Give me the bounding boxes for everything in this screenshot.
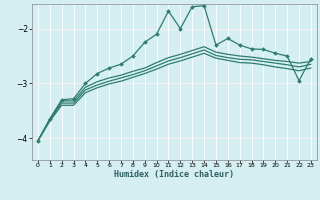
X-axis label: Humidex (Indice chaleur): Humidex (Indice chaleur) bbox=[115, 170, 234, 179]
